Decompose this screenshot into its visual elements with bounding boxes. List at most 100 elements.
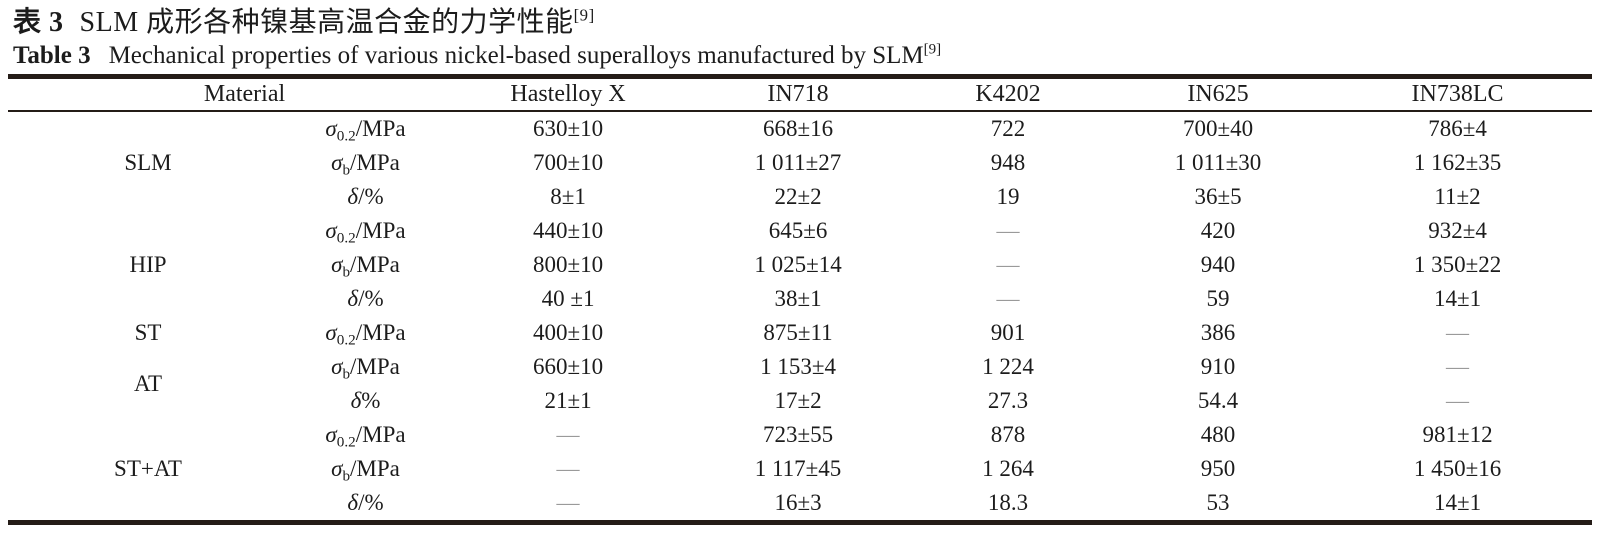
column-header-in738lc: IN738LC	[1323, 76, 1593, 112]
table-row: σb/MPa 800±10 1 025±14 — 940 1 350±22	[8, 248, 1592, 282]
sigma-symbol: σ	[325, 116, 337, 141]
table-row: ST+AT σ0.2/MPa — 723±55 878 480 981±12	[8, 418, 1592, 481]
value-cell: 786±4	[1428, 116, 1487, 141]
value-cell: 1 153±4	[760, 354, 836, 379]
table-row: δ/% — 16±3 18.3 53 14±1	[8, 486, 1592, 523]
value-cell: 800±10	[532, 252, 604, 277]
value-cell: 8±1	[550, 184, 586, 209]
column-header-k4202: K4202	[903, 76, 1114, 112]
sigma-symbol: σ	[331, 150, 343, 175]
value-cell: 948	[990, 150, 1026, 175]
value-cell: 386	[1200, 320, 1236, 345]
value-cell: 36±5	[1194, 184, 1242, 209]
delta-symbol: δ	[350, 388, 362, 413]
value-cell: 53	[1206, 490, 1230, 515]
value-cell: 1 117±45	[754, 456, 842, 481]
value-cell: 18.3	[987, 490, 1029, 515]
value-cell: 16±3	[774, 490, 822, 515]
table-row: AT σb/MPa 660±10 1 153±4 1 224 910 —	[8, 350, 1592, 396]
value-cell: 1 011±30	[1174, 150, 1262, 175]
value-cell: —	[996, 218, 1020, 243]
value-cell: 910	[1200, 354, 1236, 379]
table-row: ST σ0.2/MPa 400±10 875±11 901 386 —	[8, 316, 1592, 350]
table-number-zh: 表 3	[13, 7, 64, 38]
property-cell: σb/MPa	[331, 456, 400, 485]
citation-ref-en: [9]	[923, 41, 942, 58]
value-cell: 700±40	[1182, 116, 1254, 141]
table-number-en: Table 3	[13, 42, 91, 69]
value-cell: 668±16	[762, 116, 834, 141]
mechanical-properties-table: Material Hastelloy X IN718 K4202 IN625 I…	[8, 74, 1593, 525]
delta-symbol: δ	[347, 184, 359, 209]
value-cell: 1 450±16	[1413, 456, 1502, 481]
property-cell: σ0.2/MPa	[325, 218, 406, 247]
value-cell: 420	[1200, 218, 1236, 243]
table-title-en-text: Mechanical properties of various nickel-…	[108, 42, 924, 69]
value-cell: 11±2	[1434, 184, 1481, 209]
value-cell: 630±10	[532, 116, 604, 141]
value-cell: 700±10	[532, 150, 604, 175]
property-cell: σb/MPa	[331, 252, 400, 281]
group-cell-st-at: ST+AT	[114, 456, 182, 481]
value-cell: 722	[990, 116, 1026, 141]
value-cell: 1 224	[982, 354, 1034, 379]
sigma-symbol: σ	[331, 252, 343, 277]
delta-symbol: δ	[347, 490, 359, 515]
table-row: HIP σ0.2/MPa 440±10 645±6 — 420 932±4	[8, 214, 1592, 277]
property-cell: σ0.2/MPa	[325, 422, 406, 451]
column-header-in718: IN718	[693, 76, 904, 112]
header-row: Material Hastelloy X IN718 K4202 IN625 I…	[8, 76, 1593, 112]
column-header-material: Material	[8, 76, 444, 112]
value-cell: 940	[1200, 252, 1236, 277]
sigma-symbol: σ	[331, 456, 343, 481]
column-header-in625: IN625	[1113, 76, 1324, 112]
value-cell: 27.3	[987, 388, 1029, 413]
value-cell: —	[556, 456, 580, 481]
value-cell: —	[1446, 320, 1470, 345]
value-cell: 22±2	[774, 184, 822, 209]
group-cell-slm: SLM	[124, 150, 172, 175]
property-cell: δ/%	[347, 286, 384, 311]
value-cell: 875±11	[763, 320, 833, 345]
property-cell: δ%	[350, 388, 381, 413]
group-cell-st: ST	[134, 320, 162, 345]
property-cell: δ/%	[347, 490, 384, 515]
table-row: SLM σ0.2/MPa 630±10 668±16 722 700±40 78…	[8, 111, 1592, 175]
value-cell: —	[1446, 354, 1470, 379]
value-cell: 19	[996, 184, 1020, 209]
value-cell: 21±1	[544, 388, 592, 413]
value-cell: 440±10	[532, 218, 604, 243]
table-title-en: Table 3 Mechanical properties of various …	[13, 40, 1600, 71]
value-cell: 17±2	[774, 388, 822, 413]
value-cell: —	[556, 490, 580, 515]
delta-symbol: δ	[347, 286, 359, 311]
value-cell: 1 162±35	[1413, 150, 1502, 175]
table-row: δ/% 8±1 22±2 19 36±5 11±2	[8, 180, 1592, 214]
value-cell: 950	[1200, 456, 1236, 481]
sigma-symbol: σ	[325, 422, 337, 447]
value-cell: 878	[990, 422, 1026, 447]
table-captions: 表 3 SLM 成形各种镍基高温合金的力学性能[9] Table 3 Mechani…	[0, 0, 1600, 71]
property-cell: δ/%	[347, 184, 384, 209]
table-row: σb/MPa — 1 117±45 1 264 950 1 450±16	[8, 452, 1592, 486]
table-row: δ/% 40 ±1 38±1 — 59 14±1	[8, 282, 1592, 316]
value-cell: 38±1	[774, 286, 822, 311]
value-cell: 660±10	[532, 354, 604, 379]
sigma-symbol: σ	[325, 320, 337, 345]
property-cell: σb/MPa	[331, 354, 400, 383]
value-cell: —	[996, 286, 1020, 311]
column-header-hastelloy-x: Hastelloy X	[443, 76, 694, 112]
value-cell: —	[996, 252, 1020, 277]
value-cell: 981±12	[1422, 422, 1493, 447]
table-title-zh: 表 3 SLM 成形各种镍基高温合金的力学性能[9]	[13, 5, 1600, 40]
value-cell: —	[556, 422, 580, 447]
value-cell: 400±10	[532, 320, 604, 345]
value-cell: 1 025±14	[754, 252, 842, 277]
value-cell: 1 264	[982, 456, 1034, 481]
value-cell: 723±55	[762, 422, 834, 447]
sigma-symbol: σ	[331, 354, 343, 379]
sigma-symbol: σ	[325, 218, 337, 243]
value-cell: 59	[1206, 286, 1230, 311]
value-cell: 1 350±22	[1413, 252, 1502, 277]
